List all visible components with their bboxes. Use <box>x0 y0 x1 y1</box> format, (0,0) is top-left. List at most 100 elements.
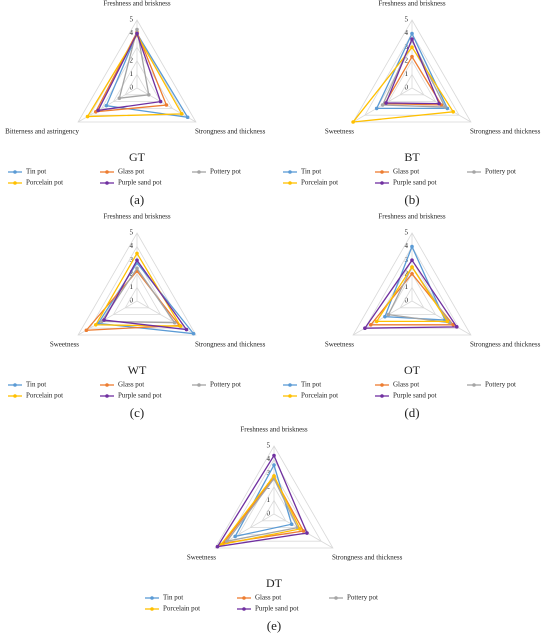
point <box>158 99 163 104</box>
point <box>443 105 447 109</box>
point <box>410 265 414 269</box>
r-tick-label: 3 <box>130 256 134 264</box>
point <box>410 258 414 263</box>
point <box>386 312 391 317</box>
grid-line <box>124 286 150 309</box>
legend-marker <box>288 181 292 185</box>
axis-label: Bitterness and astringency <box>5 128 79 136</box>
legend-marker <box>197 383 201 387</box>
point <box>410 31 414 36</box>
axis-label: Sweetness <box>325 128 354 136</box>
legend-marker <box>472 170 476 174</box>
legend-label: Porcelain pot <box>301 179 338 187</box>
point <box>454 325 459 329</box>
point <box>351 120 355 124</box>
point <box>135 258 139 263</box>
r-tick-label: 5 <box>130 16 134 24</box>
point <box>298 527 302 531</box>
axis-line <box>214 513 275 549</box>
legend-label: Porcelain pot <box>301 392 338 400</box>
legend-marker <box>242 596 246 600</box>
legend-label: Tin pot <box>301 381 321 389</box>
r-tick-label: 2 <box>130 56 134 64</box>
legend-label: Purple sand pot <box>118 392 162 400</box>
r-tick-label: 2 <box>130 269 134 277</box>
point <box>272 453 276 458</box>
legend-marker <box>105 170 109 174</box>
r-tick-label: 1 <box>130 283 134 291</box>
r-tick-label: 5 <box>267 442 271 450</box>
point <box>135 266 139 271</box>
r-tick-label: 0 <box>405 297 409 305</box>
r-tick-label: 3 <box>267 469 271 477</box>
series-line <box>351 46 455 123</box>
point <box>185 115 190 120</box>
r-tick-label: 5 <box>405 229 409 237</box>
point <box>135 27 139 32</box>
grid-line <box>112 272 162 316</box>
point <box>410 272 414 276</box>
point <box>96 108 100 113</box>
point <box>272 474 276 478</box>
axis-label: Freshness and briskness <box>378 212 446 220</box>
axis-line <box>411 300 472 336</box>
series-line <box>100 267 176 324</box>
point <box>135 31 139 36</box>
legend-marker <box>380 170 384 174</box>
axis-label: Freshness and briskness <box>378 0 446 7</box>
grid-line <box>261 499 287 522</box>
point <box>84 328 89 333</box>
r-tick-label: 1 <box>130 70 134 78</box>
legend-label: Pottery pot <box>485 168 516 176</box>
series-line <box>375 32 449 110</box>
axis-label: Strongness and thickness <box>332 554 403 562</box>
chart-title: OT <box>404 363 421 377</box>
series-line <box>219 474 301 546</box>
legend-marker <box>380 394 384 398</box>
legend-marker <box>472 383 476 387</box>
point <box>146 93 151 97</box>
legend-label: Purple sand pot <box>393 179 437 187</box>
legend-label: Pottery pot <box>210 168 241 176</box>
r-tick-label: 2 <box>405 56 409 64</box>
legend-label: Tin pot <box>26 381 46 389</box>
series-line <box>86 33 183 118</box>
r-tick-label: 4 <box>267 455 271 463</box>
point <box>410 37 414 41</box>
legend-marker <box>13 383 17 387</box>
legend-label: Glass pot <box>255 594 281 602</box>
point <box>301 529 306 533</box>
series-line <box>105 32 189 119</box>
grid-line <box>364 32 460 116</box>
legend-label: Porcelain pot <box>26 392 63 400</box>
point <box>289 522 294 526</box>
r-tick-label: 0 <box>405 84 409 92</box>
r-tick-label: 4 <box>405 242 409 250</box>
legend-marker <box>105 383 109 387</box>
legend-marker <box>105 394 109 398</box>
point <box>104 103 109 108</box>
point <box>164 103 169 107</box>
legend-marker <box>288 170 292 174</box>
r-tick-label: 1 <box>405 283 409 291</box>
legend-marker <box>197 170 201 174</box>
legend-marker <box>288 394 292 398</box>
point <box>451 110 456 114</box>
r-tick-label: 3 <box>405 43 409 51</box>
grid-line <box>399 286 425 309</box>
axis-label: Sweetness <box>187 554 216 562</box>
point <box>380 103 385 107</box>
grid-line <box>124 73 150 96</box>
caption: (a) <box>130 192 144 207</box>
axis-label: Strongness and thickness <box>470 128 541 136</box>
r-tick-label: 0 <box>267 510 271 518</box>
grid-line <box>352 19 472 123</box>
point <box>363 326 367 331</box>
series-line <box>94 30 168 113</box>
r-tick-label: 2 <box>405 269 409 277</box>
caption: (b) <box>404 192 419 207</box>
series-line <box>383 244 447 321</box>
point <box>117 96 122 100</box>
axis-label: Strongness and thickness <box>195 341 266 349</box>
